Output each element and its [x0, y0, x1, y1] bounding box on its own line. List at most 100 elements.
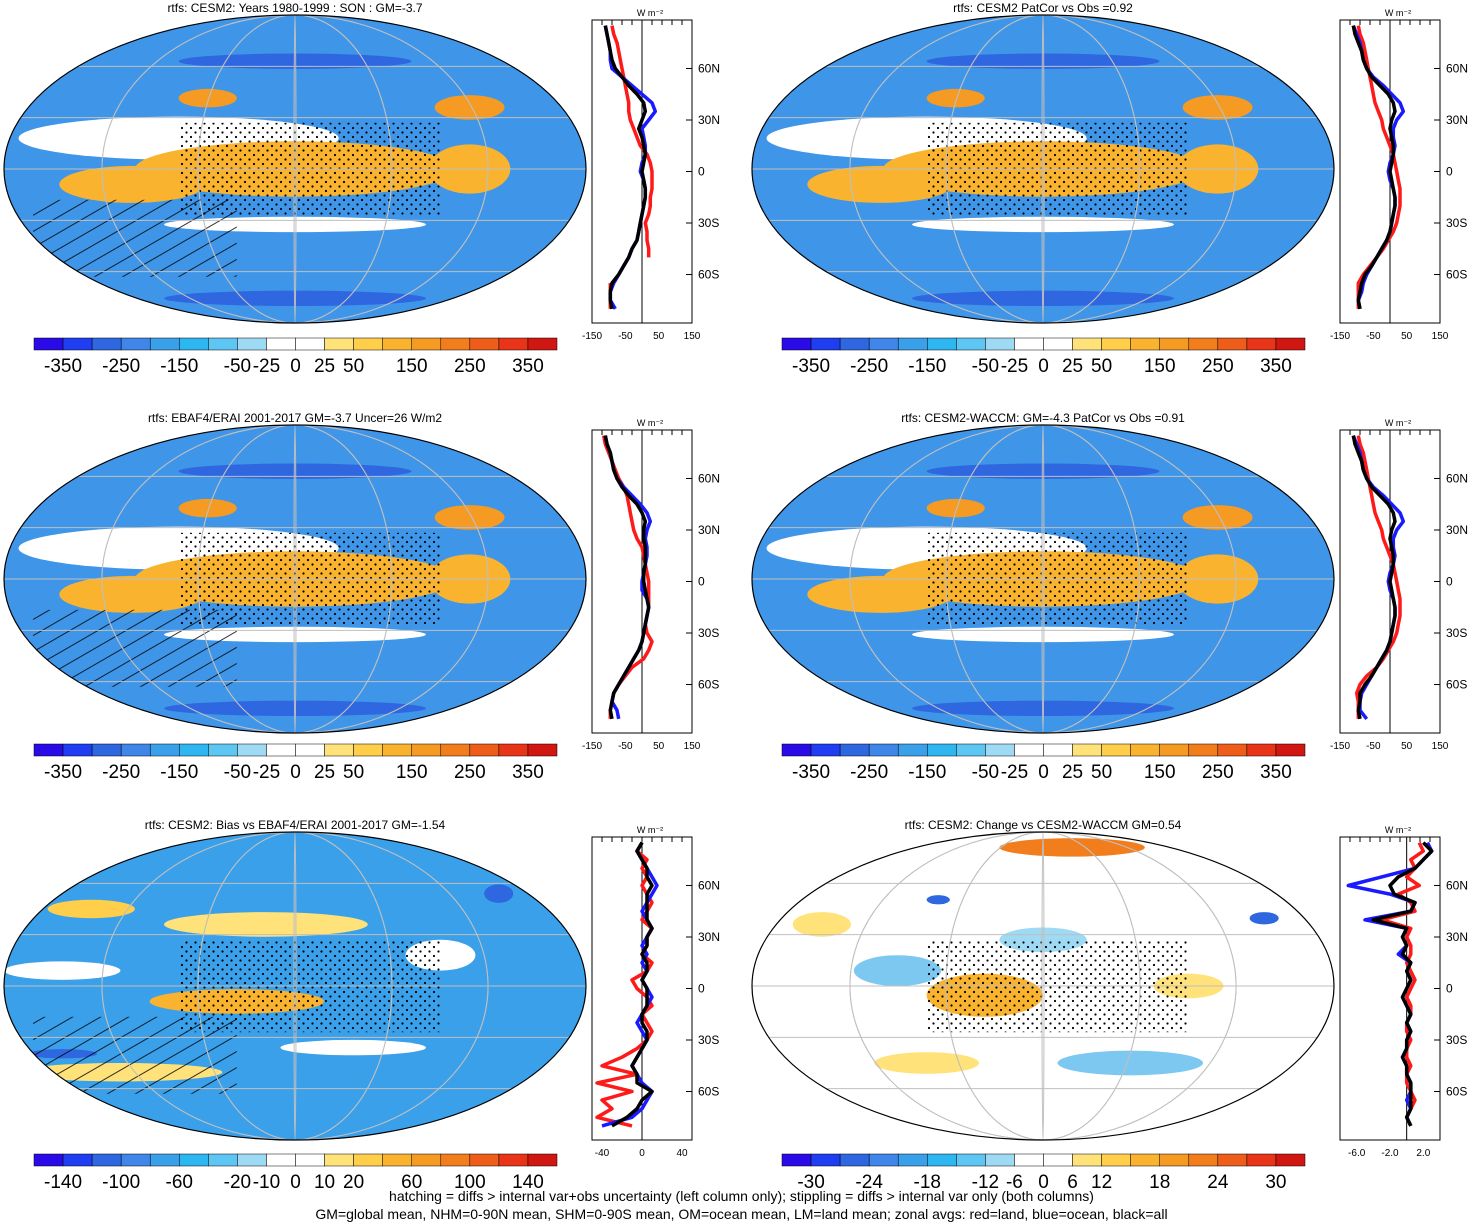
colorbar-tick-label: -150 — [160, 762, 198, 783]
colorbar-tick-label: -50 — [224, 356, 251, 377]
zonal-ytick-label: 30S — [1446, 1033, 1467, 1047]
colorbar-swatch — [956, 743, 986, 757]
zonal-xtick-label: -50 — [1366, 331, 1381, 342]
colorbar-swatch — [266, 1153, 296, 1167]
colorbar-swatch — [295, 1153, 325, 1167]
zonal-xtick-label: -50 — [618, 331, 633, 342]
colorbar-swatch — [33, 337, 64, 351]
map-field — [752, 832, 1334, 1140]
zonal-xtick-label: 150 — [1432, 331, 1449, 342]
panel-p5: rtfs: CESM2: Bias vs EBAF4/ERAI 2001-201… — [3, 818, 720, 1193]
map-graticule — [752, 15, 1334, 323]
map-graticule — [4, 15, 586, 323]
footer-line-2: GM=global mean, NHM=0-90N mean, SHM=0-90… — [315, 1206, 1168, 1222]
colorbar-swatch — [498, 743, 529, 757]
zonal-ytick-label: 30S — [698, 216, 719, 230]
zonal-series-line — [1379, 841, 1426, 1127]
colorbar-tick-label: -30 — [797, 1172, 824, 1193]
colorbar-swatch — [295, 743, 325, 757]
colorbar-swatch — [237, 337, 267, 351]
map-region — [874, 1052, 979, 1074]
panel-p1: rtfs: CESM2: Years 1980-1999 : SON : GM=… — [3, 1, 720, 377]
map-field — [752, 15, 1334, 323]
map-region — [926, 895, 950, 905]
map-title: rtfs: CESM2 PatCor vs Obs =0.92 — [953, 1, 1133, 15]
colorbar-swatch — [839, 1153, 870, 1167]
colorbar-swatch — [1159, 337, 1190, 351]
colorbar-tick-label: 50 — [1091, 762, 1112, 783]
colorbar-swatch — [1130, 337, 1160, 351]
colorbar-swatch — [1275, 337, 1306, 351]
zonal-ytick-label: 60N — [698, 878, 720, 892]
colorbar-swatch — [208, 337, 238, 351]
zonal-ytick-label: 30S — [1446, 216, 1467, 230]
map-graticule — [752, 425, 1334, 733]
zonal-ytick-label: 0 — [698, 575, 705, 589]
colorbar-tick-label: 150 — [396, 762, 428, 783]
colorbar-swatch — [897, 1153, 928, 1167]
zonal-units-label: W m⁻² — [637, 825, 663, 835]
colorbar-swatch — [440, 743, 471, 757]
zonal-ytick-label: 60S — [698, 1085, 719, 1099]
map-field — [4, 832, 586, 1140]
colorbar-swatch — [1246, 337, 1277, 351]
zonal-ytick-label: 0 — [698, 982, 705, 996]
map-outline — [3, 424, 587, 734]
zonal-ytick-label: 30N — [1446, 113, 1468, 127]
colorbar-swatch — [179, 1153, 209, 1167]
colorbar-tick-label: -25 — [253, 762, 280, 783]
zonal-ytick-label: 30N — [1446, 523, 1468, 537]
zonal-xtick-label: -150 — [582, 331, 602, 342]
colorbar-swatch — [527, 743, 558, 757]
zonal-ytick-label: 30N — [698, 930, 720, 944]
colorbar-swatch — [62, 743, 93, 757]
zonal-ytick-label: 0 — [698, 165, 705, 179]
hatching — [33, 609, 237, 687]
colorbar-tick-label: 50 — [1091, 356, 1112, 377]
colorbar-tick-label: -350 — [44, 356, 82, 377]
map-region — [999, 838, 1145, 857]
colorbar-swatch — [927, 1153, 957, 1167]
colorbar-swatch — [179, 337, 209, 351]
colorbar-swatch — [1101, 743, 1131, 757]
map-region — [1182, 95, 1253, 120]
map-outline — [751, 14, 1335, 324]
colorbar-tick-label: -60 — [166, 1172, 193, 1193]
zonal-xtick-label: 40 — [676, 1148, 688, 1159]
zonal-mean-plot: W m⁻² 60N 30N 0 30S 60S -150 -50 50 150 — [582, 8, 720, 342]
zonal-xtick-label: -150 — [1330, 741, 1350, 752]
map-region — [775, 1089, 822, 1099]
colorbar-tick-label: -250 — [850, 762, 888, 783]
colorbar-tick-label: 30 — [1265, 1172, 1286, 1193]
panel-p6: rtfs: CESM2: Change vs CESM2-WACCM GM=0.… — [751, 818, 1468, 1193]
zonal-ytick-label: 60S — [698, 678, 719, 692]
colorbar-tick-label: 140 — [512, 1172, 544, 1193]
zonal-xtick-label: 50 — [653, 741, 665, 752]
map-region — [178, 463, 412, 479]
colorbar-swatch — [120, 1153, 151, 1167]
colorbar-swatch — [1246, 743, 1277, 757]
map-region — [807, 575, 953, 613]
zonal-units-label: W m⁻² — [1385, 8, 1411, 18]
zonal-ytick-label: 60N — [1446, 61, 1468, 75]
colorbar-swatch — [1188, 337, 1219, 351]
colorbar-swatch — [469, 743, 500, 757]
zonal-xtick-label: -150 — [1330, 331, 1350, 342]
colorbar-tick-label: -250 — [102, 356, 140, 377]
colorbar-swatch — [1014, 337, 1044, 351]
colorbar-swatch — [1072, 743, 1102, 757]
colorbar-swatch — [781, 743, 812, 757]
zonal-series-line — [595, 841, 654, 1128]
colorbar-swatch — [1072, 337, 1102, 351]
map-graticule — [752, 832, 1334, 1140]
zonal-mean-plot: W m⁻² 60N 30N 0 30S 60S -150 -50 50 150 — [1330, 8, 1468, 342]
panel-p4: rtfs: CESM2-WACCM: GM=-4.3 PatCor vs Obs… — [751, 411, 1468, 783]
map-region — [59, 575, 205, 613]
colorbar-tick-label: 60 — [401, 1172, 422, 1193]
panel-p2: rtfs: CESM2 PatCor vs Obs =0.92-350 -250-… — [751, 1, 1468, 377]
zonal-xtick-label: 2.0 — [1416, 1148, 1430, 1159]
zonal-xtick-label: -2.0 — [1381, 1148, 1399, 1159]
zonal-units-label: W m⁻² — [637, 418, 663, 428]
map-region — [912, 290, 1174, 307]
